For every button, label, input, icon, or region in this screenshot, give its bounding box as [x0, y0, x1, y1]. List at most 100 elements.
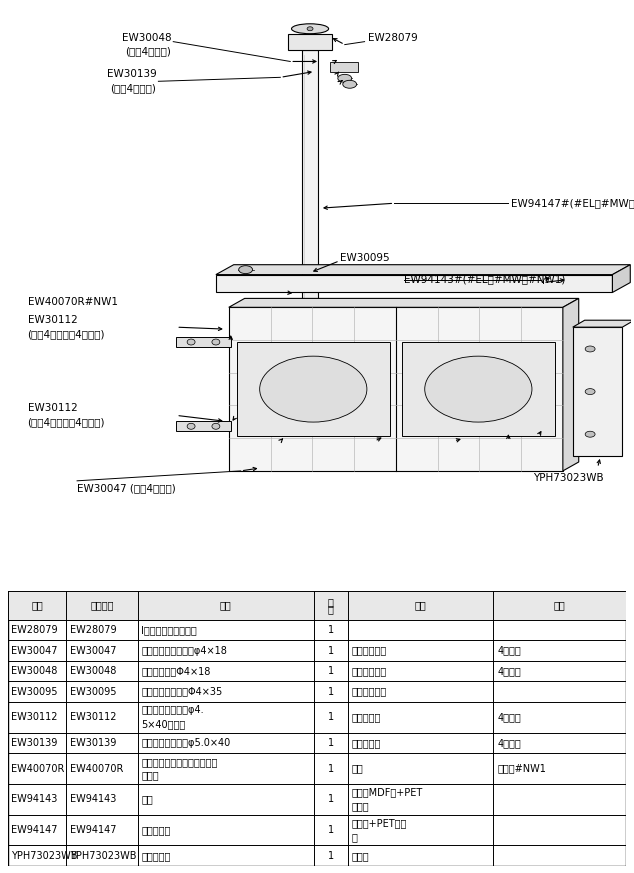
Text: 鉄　他: 鉄 他	[352, 851, 369, 861]
Text: 棚固定金具: 棚固定金具	[141, 851, 171, 861]
Text: 1: 1	[328, 764, 334, 773]
Text: 発注品番: 発注品番	[90, 601, 113, 610]
Text: 樹脳: 樹脳	[352, 764, 363, 773]
Ellipse shape	[585, 388, 595, 395]
Text: ステンレス鈗: ステンレス鈗	[352, 686, 387, 697]
Text: EW94143: EW94143	[11, 794, 58, 804]
Text: EW30047 (ねじ4個入り): EW30047 (ねじ4個入り)	[77, 483, 176, 492]
Text: EW30095: EW30095	[340, 253, 389, 263]
Text: (ねじ4個入り): (ねじ4個入り)	[126, 46, 171, 57]
Text: 二連紙巻器（芯ありペーパー: 二連紙巻器（芯ありペーパー	[141, 757, 217, 766]
Text: シート: シート	[352, 801, 369, 811]
Text: ステンレス鈗: ステンレス鈗	[352, 666, 387, 676]
Text: 1: 1	[328, 825, 334, 835]
Text: EW40070R: EW40070R	[70, 764, 124, 773]
Text: EW94147#(#EL、#MW、#NW1): EW94147#(#EL、#MW、#NW1)	[511, 198, 634, 209]
Text: なベタッピンΦ4×18: なベタッピンΦ4×18	[141, 666, 210, 676]
Text: EW30112: EW30112	[27, 315, 77, 326]
Text: EW30139: EW30139	[107, 69, 157, 79]
Bar	[330, 63, 358, 72]
Text: 手すりバー: 手すりバー	[141, 825, 171, 835]
Text: 品名: 品名	[220, 601, 231, 610]
Text: 数: 数	[328, 597, 334, 607]
Text: 1: 1	[328, 666, 334, 676]
Text: EW30112: EW30112	[70, 712, 117, 722]
Text: 4個入り: 4個入り	[497, 645, 521, 656]
Polygon shape	[229, 299, 579, 307]
Text: 4個入り: 4個入り	[497, 666, 521, 676]
Text: ト: ト	[352, 832, 358, 842]
Text: 1: 1	[328, 738, 334, 748]
Ellipse shape	[425, 356, 532, 422]
Text: EW30047: EW30047	[11, 645, 58, 656]
Text: ステンレス鈗: ステンレス鈗	[352, 645, 387, 656]
Text: (ねじ4個、座金4個入り): (ねじ4個、座金4個入り)	[27, 329, 105, 339]
Bar	[302, 50, 318, 456]
Text: YPH73023WB: YPH73023WB	[11, 851, 78, 861]
Text: 1: 1	[328, 645, 334, 656]
Text: 1: 1	[328, 625, 334, 635]
Bar	[216, 275, 612, 292]
Bar	[176, 337, 231, 347]
Polygon shape	[216, 265, 630, 275]
Text: 1: 1	[328, 794, 334, 804]
Ellipse shape	[585, 346, 595, 352]
Text: EW30139: EW30139	[11, 738, 58, 748]
Text: 図番: 図番	[31, 601, 43, 610]
Bar	[288, 34, 332, 50]
Text: 4個入り: 4個入り	[497, 738, 521, 748]
Polygon shape	[573, 320, 634, 327]
Text: EW28079: EW28079	[70, 625, 117, 635]
Text: EW30048: EW30048	[122, 32, 171, 43]
Text: EW30047: EW30047	[70, 645, 117, 656]
Text: 5×40・座金: 5×40・座金	[141, 719, 186, 729]
Bar	[402, 342, 555, 436]
Text: 棚板: 棚板	[141, 794, 153, 804]
Text: YPH73023WB: YPH73023WB	[70, 851, 136, 861]
Text: 対応）: 対応）	[141, 770, 159, 780]
Text: 木質（MDF）+PET: 木質（MDF）+PET	[352, 787, 423, 798]
Text: EW30112: EW30112	[27, 403, 77, 414]
Text: 1: 1	[328, 686, 334, 697]
Bar	[229, 307, 563, 471]
Text: EW28079: EW28079	[368, 32, 417, 43]
Text: EW94147: EW94147	[70, 825, 117, 835]
Bar	[176, 422, 231, 431]
Text: EW94143#(#EL、#MW、#NW1): EW94143#(#EL、#MW、#NW1)	[404, 275, 566, 285]
Text: 1: 1	[328, 712, 334, 722]
Polygon shape	[563, 299, 579, 471]
Ellipse shape	[238, 265, 252, 273]
Ellipse shape	[260, 356, 367, 422]
Text: EW30095: EW30095	[11, 686, 58, 697]
Text: 1: 1	[328, 851, 334, 861]
Text: EW28079: EW28079	[11, 625, 58, 635]
Text: EW30112: EW30112	[11, 712, 58, 722]
Ellipse shape	[292, 24, 328, 34]
Text: EW30095: EW30095	[70, 686, 117, 697]
Text: ステンレス: ステンレス	[352, 712, 381, 722]
Polygon shape	[612, 265, 630, 292]
Text: (ねじ4個入り): (ねじ4個入り)	[110, 83, 157, 93]
Text: EW40070R: EW40070R	[11, 764, 65, 773]
Text: I型ブラケットカバー: I型ブラケットカバー	[141, 625, 197, 635]
Ellipse shape	[585, 431, 595, 437]
Bar	[236, 342, 390, 436]
Ellipse shape	[307, 27, 313, 31]
Ellipse shape	[212, 339, 220, 345]
Text: 材料: 材料	[415, 601, 427, 610]
Text: なベタッピンねじφ4.: なベタッピンねじφ4.	[141, 705, 204, 716]
Text: ステンレス: ステンレス	[352, 738, 381, 748]
Text: 量: 量	[328, 604, 334, 614]
Bar	[573, 327, 623, 456]
Ellipse shape	[343, 80, 357, 88]
Text: EW94143: EW94143	[70, 794, 117, 804]
Text: 備考: 備考	[554, 601, 566, 610]
Text: EW30048: EW30048	[11, 666, 58, 676]
Text: EW40070R#NW1: EW40070R#NW1	[27, 298, 117, 307]
Ellipse shape	[338, 74, 352, 82]
Text: 天然木+PETシー: 天然木+PETシー	[352, 818, 407, 828]
Text: EW30048: EW30048	[70, 666, 117, 676]
Text: EW30139: EW30139	[70, 738, 117, 748]
Ellipse shape	[187, 423, 195, 430]
Ellipse shape	[212, 423, 220, 430]
